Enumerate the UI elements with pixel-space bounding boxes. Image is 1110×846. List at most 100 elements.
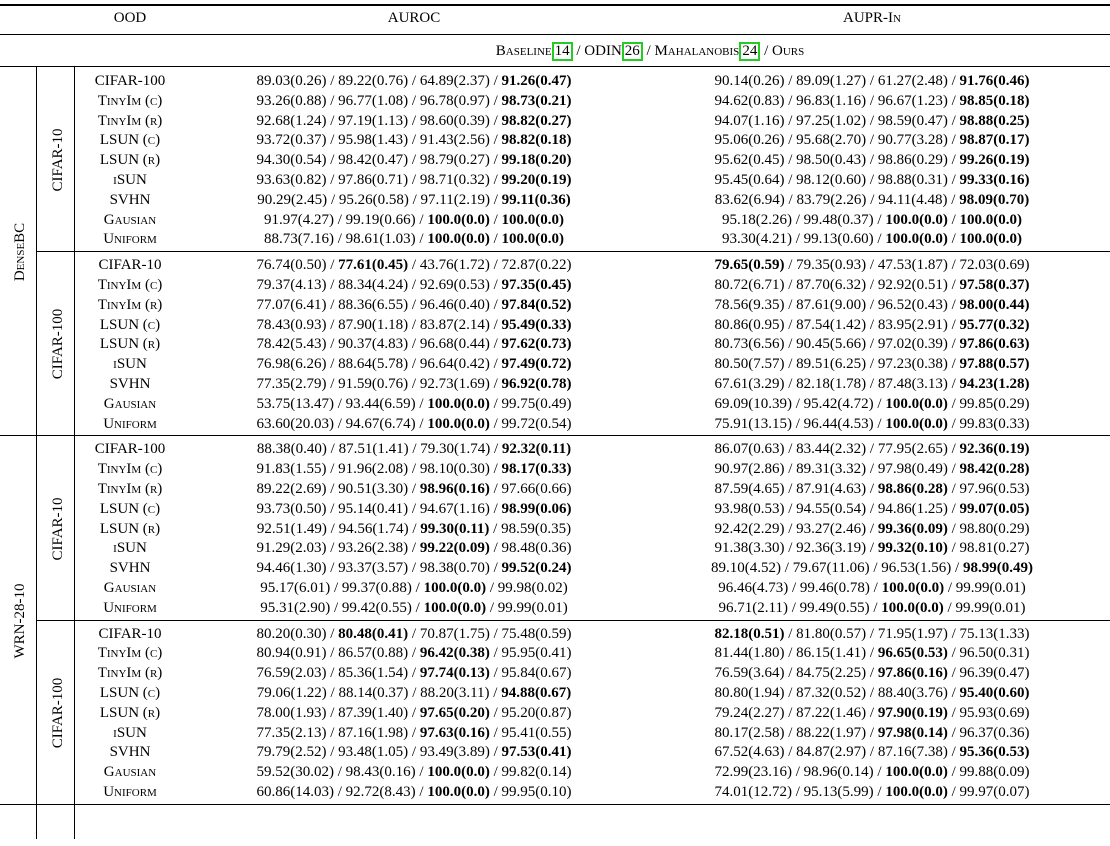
- separator: /: [784, 625, 797, 642]
- separator: /: [333, 211, 346, 228]
- value: 95.45(0.64): [714, 172, 785, 188]
- ood-label: LSUN (r): [99, 336, 161, 353]
- separator: /: [486, 580, 498, 596]
- separator: /: [489, 500, 502, 517]
- best-value: 95.49(0.33): [501, 316, 572, 333]
- best-value: 100.0(0.0): [427, 764, 490, 781]
- table-rule: [0, 803, 1110, 806]
- separator: /: [866, 277, 878, 293]
- auroc-values: 88.38(0.40) / 87.51(1.41) / 79.30(1.74) …: [184, 439, 644, 459]
- value: 91.38(3.30): [714, 540, 785, 557]
- separator: /: [784, 336, 797, 353]
- best-value: 97.88(0.57): [959, 356, 1030, 373]
- separator: /: [947, 481, 960, 497]
- separator: /: [326, 172, 339, 188]
- value: 96.67(1.23): [877, 92, 948, 109]
- aupr-values: 95.62(0.45) / 98.50(0.43) / 98.86(0.29) …: [642, 150, 1102, 170]
- separator: /: [869, 599, 882, 616]
- value: 95.20(0.87): [501, 704, 572, 721]
- auroc-values: 79.79(2.52) / 93.48(1.05) / 93.49(3.89) …: [184, 742, 644, 762]
- best-value: 97.62(0.73): [501, 336, 572, 353]
- value: 87.61(9.00): [796, 296, 867, 313]
- separator: /: [947, 152, 960, 169]
- separator: /: [784, 152, 797, 169]
- value: 77.35(2.79): [256, 376, 327, 392]
- value: 93.48(1.05): [338, 744, 409, 761]
- separator: /: [489, 784, 502, 800]
- aupr-values: 82.18(0.51) / 81.80(0.57) / 71.95(1.97) …: [642, 624, 1102, 644]
- separator: /: [791, 231, 804, 248]
- best-value: 98.82(0.18): [501, 132, 572, 149]
- separator: /: [947, 645, 960, 662]
- value: 84.87(2.97): [796, 744, 867, 761]
- separator: /: [866, 316, 878, 333]
- auroc-values: 77.07(6.41) / 88.36(6.55) / 96.46(0.40) …: [184, 295, 644, 315]
- method-name: Baseline: [495, 43, 552, 59]
- separator: /: [408, 112, 420, 129]
- method-name: / Mahalanobis: [642, 43, 740, 59]
- separator: /: [489, 704, 502, 721]
- value: 76.59(3.64): [714, 665, 785, 682]
- value: 93.26(2.38): [338, 540, 409, 557]
- separator: /: [866, 172, 878, 188]
- aupr-values: 78.56(9.35) / 87.61(9.00) / 96.52(0.43) …: [642, 295, 1102, 315]
- separator: /: [951, 560, 963, 577]
- ood-label: LSUN (c): [99, 685, 161, 701]
- value: 98.86(0.29): [877, 152, 948, 169]
- value: 98.88(0.31): [877, 172, 948, 188]
- separator: /: [866, 645, 878, 662]
- value: 98.79(0.27): [419, 152, 490, 169]
- value: 97.23(0.38): [877, 356, 948, 373]
- best-value: 97.53(0.41): [501, 744, 572, 761]
- aupr-values: 67.52(4.63) / 84.87(2.97) / 87.16(7.38) …: [642, 742, 1102, 762]
- method-name: / ODIN: [572, 43, 622, 59]
- value: 90.29(2.45): [257, 191, 328, 208]
- value: 98.43(0.16): [345, 764, 416, 781]
- value: 75.91(13.15): [714, 415, 792, 432]
- separator: /: [947, 316, 960, 333]
- separator: /: [947, 257, 960, 274]
- ood-label: TinyIm (c): [97, 461, 163, 478]
- value: 99.82(0.14): [501, 764, 572, 781]
- auroc-values: 63.60(20.03) / 94.67(6.74) / 100.0(0.0) …: [184, 414, 644, 434]
- separator: /: [326, 560, 339, 577]
- best-value: 95.36(0.53): [959, 744, 1030, 761]
- ood-label: LSUN (c): [99, 132, 161, 149]
- separator: /: [408, 685, 421, 701]
- best-value: 98.88(0.25): [959, 112, 1030, 129]
- separator: /: [943, 599, 956, 616]
- separator: /: [330, 580, 342, 596]
- separator: /: [784, 665, 797, 682]
- separator: /: [947, 356, 960, 373]
- separator: /: [784, 441, 797, 458]
- aupr-values: 96.71(2.11) / 99.49(0.55) / 100.0(0.0) /…: [642, 598, 1102, 618]
- value: 86.07(0.63): [714, 441, 785, 458]
- separator: /: [408, 704, 420, 721]
- value: 93.63(0.82): [256, 172, 327, 188]
- separator: /: [489, 481, 502, 497]
- separator: /: [784, 704, 797, 721]
- value: 77.07(6.41): [256, 296, 327, 313]
- value: 97.98(0.49): [877, 461, 948, 478]
- separator: /: [866, 704, 878, 721]
- auroc-values: 93.26(0.88) / 96.77(1.08) / 96.78(0.97) …: [184, 91, 644, 111]
- value: 63.60(20.03): [256, 415, 334, 432]
- auroc-values: 89.03(0.26) / 89.22(0.76) / 64.89(2.37) …: [184, 71, 644, 91]
- value: 99.13(0.60): [803, 231, 874, 248]
- model-label: WRN-28-10: [12, 583, 28, 659]
- in-dist-dataset-label: CIFAR-100: [50, 309, 66, 380]
- header-methods: Baseline 14 / ODIN 26 / Mahalanobis 24 / Ou…: [190, 41, 1110, 61]
- value: 96.52(0.43): [877, 296, 948, 313]
- separator: /: [866, 665, 878, 682]
- auroc-values: 93.63(0.82) / 97.86(0.71) / 98.71(0.32) …: [184, 170, 644, 190]
- value: 95.26(0.58): [338, 191, 409, 208]
- best-value: 97.98(0.14): [877, 724, 948, 741]
- separator: /: [869, 560, 882, 577]
- value: 84.75(2.25): [796, 665, 867, 682]
- ood-label: SVHN: [109, 560, 151, 577]
- value: 91.96(2.08): [338, 461, 409, 478]
- separator: /: [489, 231, 502, 248]
- value: 79.35(0.93): [796, 257, 867, 274]
- value: 93.30(4.21): [721, 231, 792, 248]
- value: 61.27(2.48): [877, 73, 948, 89]
